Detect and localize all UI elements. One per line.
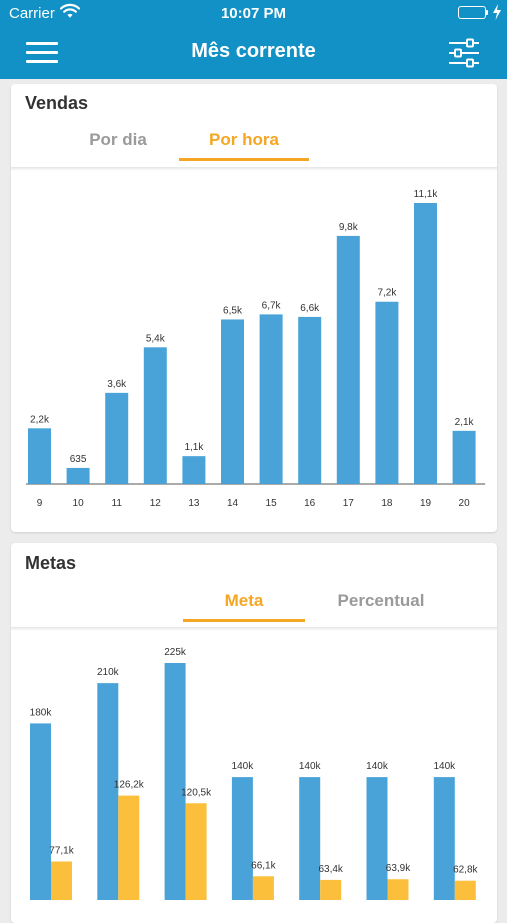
data-label: 140k [232, 761, 255, 772]
bar-meta [164, 663, 186, 900]
bar [221, 319, 244, 484]
bar-realizado [454, 880, 476, 900]
bar-realizado [320, 879, 342, 900]
clock: 10:07 PM [220, 5, 287, 22]
bar [28, 428, 51, 484]
bar [375, 301, 399, 484]
app-header: Carrier 10:07 PM Mês corrente [0, 0, 507, 79]
bar-meta [433, 777, 455, 900]
data-label: 210k [97, 667, 120, 678]
metas-chart: 180k 210k 225k 140k 140k 140k 140k 77,1k 126,2k 1… [30, 647, 479, 900]
x-tick-label: 17 [343, 498, 355, 509]
data-label: 120,5k [181, 787, 212, 798]
data-label: 63,4k [318, 864, 343, 875]
x-tick-label: 19 [420, 498, 432, 509]
vendas-tabs: Por dia Por hora [11, 130, 497, 165]
bar-meta [299, 777, 321, 900]
data-label: 7,2k [377, 288, 397, 299]
data-label: 2,1k [455, 417, 475, 428]
bar [182, 456, 206, 484]
x-tick-label: 12 [150, 498, 162, 509]
bar-meta [97, 683, 119, 900]
tab-divider [11, 167, 497, 171]
x-tick-label: 20 [459, 498, 471, 509]
tab-divider [11, 627, 497, 631]
x-tick-label: 14 [227, 498, 239, 509]
data-label: 140k [299, 761, 322, 772]
data-label: 140k [366, 761, 389, 772]
data-label: 2,2k [30, 414, 50, 425]
bar [336, 235, 360, 484]
data-label: 5,4k [146, 333, 166, 344]
tab-percentual[interactable]: Percentual [337, 591, 425, 610]
data-label: 225k [164, 647, 187, 658]
tab-meta[interactable]: Meta [183, 591, 305, 622]
bar [105, 392, 129, 484]
bar-realizado [387, 879, 409, 900]
bar-meta [30, 723, 51, 900]
x-tick-label: 16 [304, 498, 316, 509]
data-label: 1,1k [184, 442, 204, 453]
x-tick-label: 18 [381, 498, 393, 509]
data-label: 635 [70, 454, 87, 465]
data-label: 126,2k [114, 780, 145, 791]
tab-por-dia[interactable]: Por dia [89, 130, 147, 149]
metas-title: Metas [25, 553, 77, 573]
data-label: 63,9k [386, 863, 411, 874]
metas-tabs: Meta Percentual [11, 591, 497, 626]
tab-por-hora[interactable]: Por hora [179, 130, 309, 161]
bar [452, 430, 476, 484]
data-label: 3,6k [107, 379, 127, 390]
data-label: 6,7k [262, 300, 282, 311]
metas-card: Metas Meta Percentual 180k 210k 225k 140k 14… [11, 543, 497, 923]
page-title: Mês corrente [191, 40, 316, 62]
bar [298, 316, 322, 484]
x-tick-label: 10 [73, 498, 85, 509]
x-tick-label: 9 [37, 498, 43, 509]
bar-realizado [252, 876, 274, 900]
bar-meta [231, 777, 253, 900]
charging-bolt-icon [492, 4, 502, 24]
data-label: 77,1k [49, 846, 74, 857]
data-label: 66,1k [251, 860, 276, 871]
bar [414, 203, 437, 484]
vendas-title: Vendas [25, 93, 89, 113]
data-label: 6,6k [300, 303, 320, 314]
vendas-chart: 2,2k 9 635 10 3,6k 11 5,4k 12 1,1k 13 6,5k 14 6,7k 15… [26, 189, 486, 509]
data-label: 6,5k [223, 305, 243, 316]
bar-realizado [185, 803, 207, 900]
data-label: 62,8k [453, 865, 478, 876]
bar-meta [366, 777, 388, 900]
vendas-card: Vendas Por dia Por hora 2,2k 9 635 10 3,6k 11… [11, 84, 497, 532]
bar [259, 314, 283, 484]
data-label: 180k [30, 707, 53, 718]
x-tick-label: 11 [112, 498, 123, 509]
battery-icon [458, 6, 486, 19]
bar [66, 467, 90, 484]
x-tick-label: 13 [188, 498, 200, 509]
bar [143, 347, 167, 484]
bar-realizado [118, 795, 140, 900]
hamburger-menu-icon[interactable] [26, 40, 60, 64]
battery-tip [486, 10, 488, 15]
sliders-filter-icon[interactable] [447, 38, 481, 68]
carrier-label: Carrier [9, 5, 55, 22]
bar-realizado [51, 861, 72, 900]
wifi-icon [59, 3, 81, 23]
x-tick-label: 15 [266, 498, 278, 509]
data-label: 140k [433, 761, 456, 772]
status-bar: Carrier 10:07 PM [0, 0, 507, 26]
data-label: 9,8k [339, 222, 359, 233]
data-label: 11,1k [414, 189, 439, 200]
